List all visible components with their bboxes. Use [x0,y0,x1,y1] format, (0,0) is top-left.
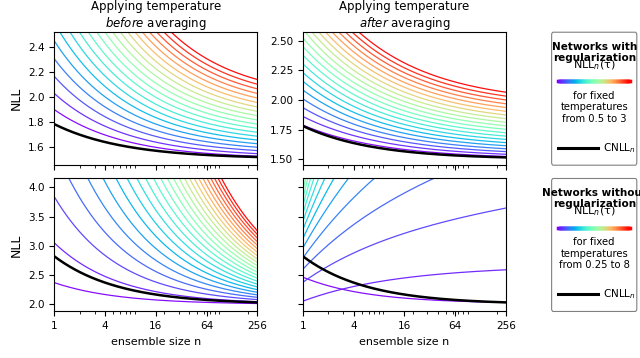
FancyBboxPatch shape [552,32,637,165]
Text: for fixed
temperatures
from 0.25 to 8: for fixed temperatures from 0.25 to 8 [559,237,630,270]
Text: Networks without
regularization: Networks without regularization [542,188,640,209]
X-axis label: ensemble size n: ensemble size n [359,337,449,347]
Text: Networks with
regularization: Networks with regularization [552,42,637,63]
Title: Applying temperature
$\it{before}$ averaging: Applying temperature $\it{before}$ avera… [91,0,221,32]
Text: CNLL$_n$: CNLL$_n$ [603,287,636,301]
FancyBboxPatch shape [552,179,637,311]
Y-axis label: NLL: NLL [10,87,22,110]
Text: NLL$_n$(τ): NLL$_n$(τ) [573,58,616,72]
Text: for fixed
temperatures
from 0.5 to 3: for fixed temperatures from 0.5 to 3 [561,91,628,124]
Title: Applying temperature
$\it{after}$ averaging: Applying temperature $\it{after}$ averag… [339,0,470,32]
Text: CNLL$_n$: CNLL$_n$ [603,141,636,155]
Y-axis label: NLL: NLL [10,233,22,257]
Text: NLL$_n$(τ): NLL$_n$(τ) [573,205,616,218]
X-axis label: ensemble size n: ensemble size n [111,337,201,347]
